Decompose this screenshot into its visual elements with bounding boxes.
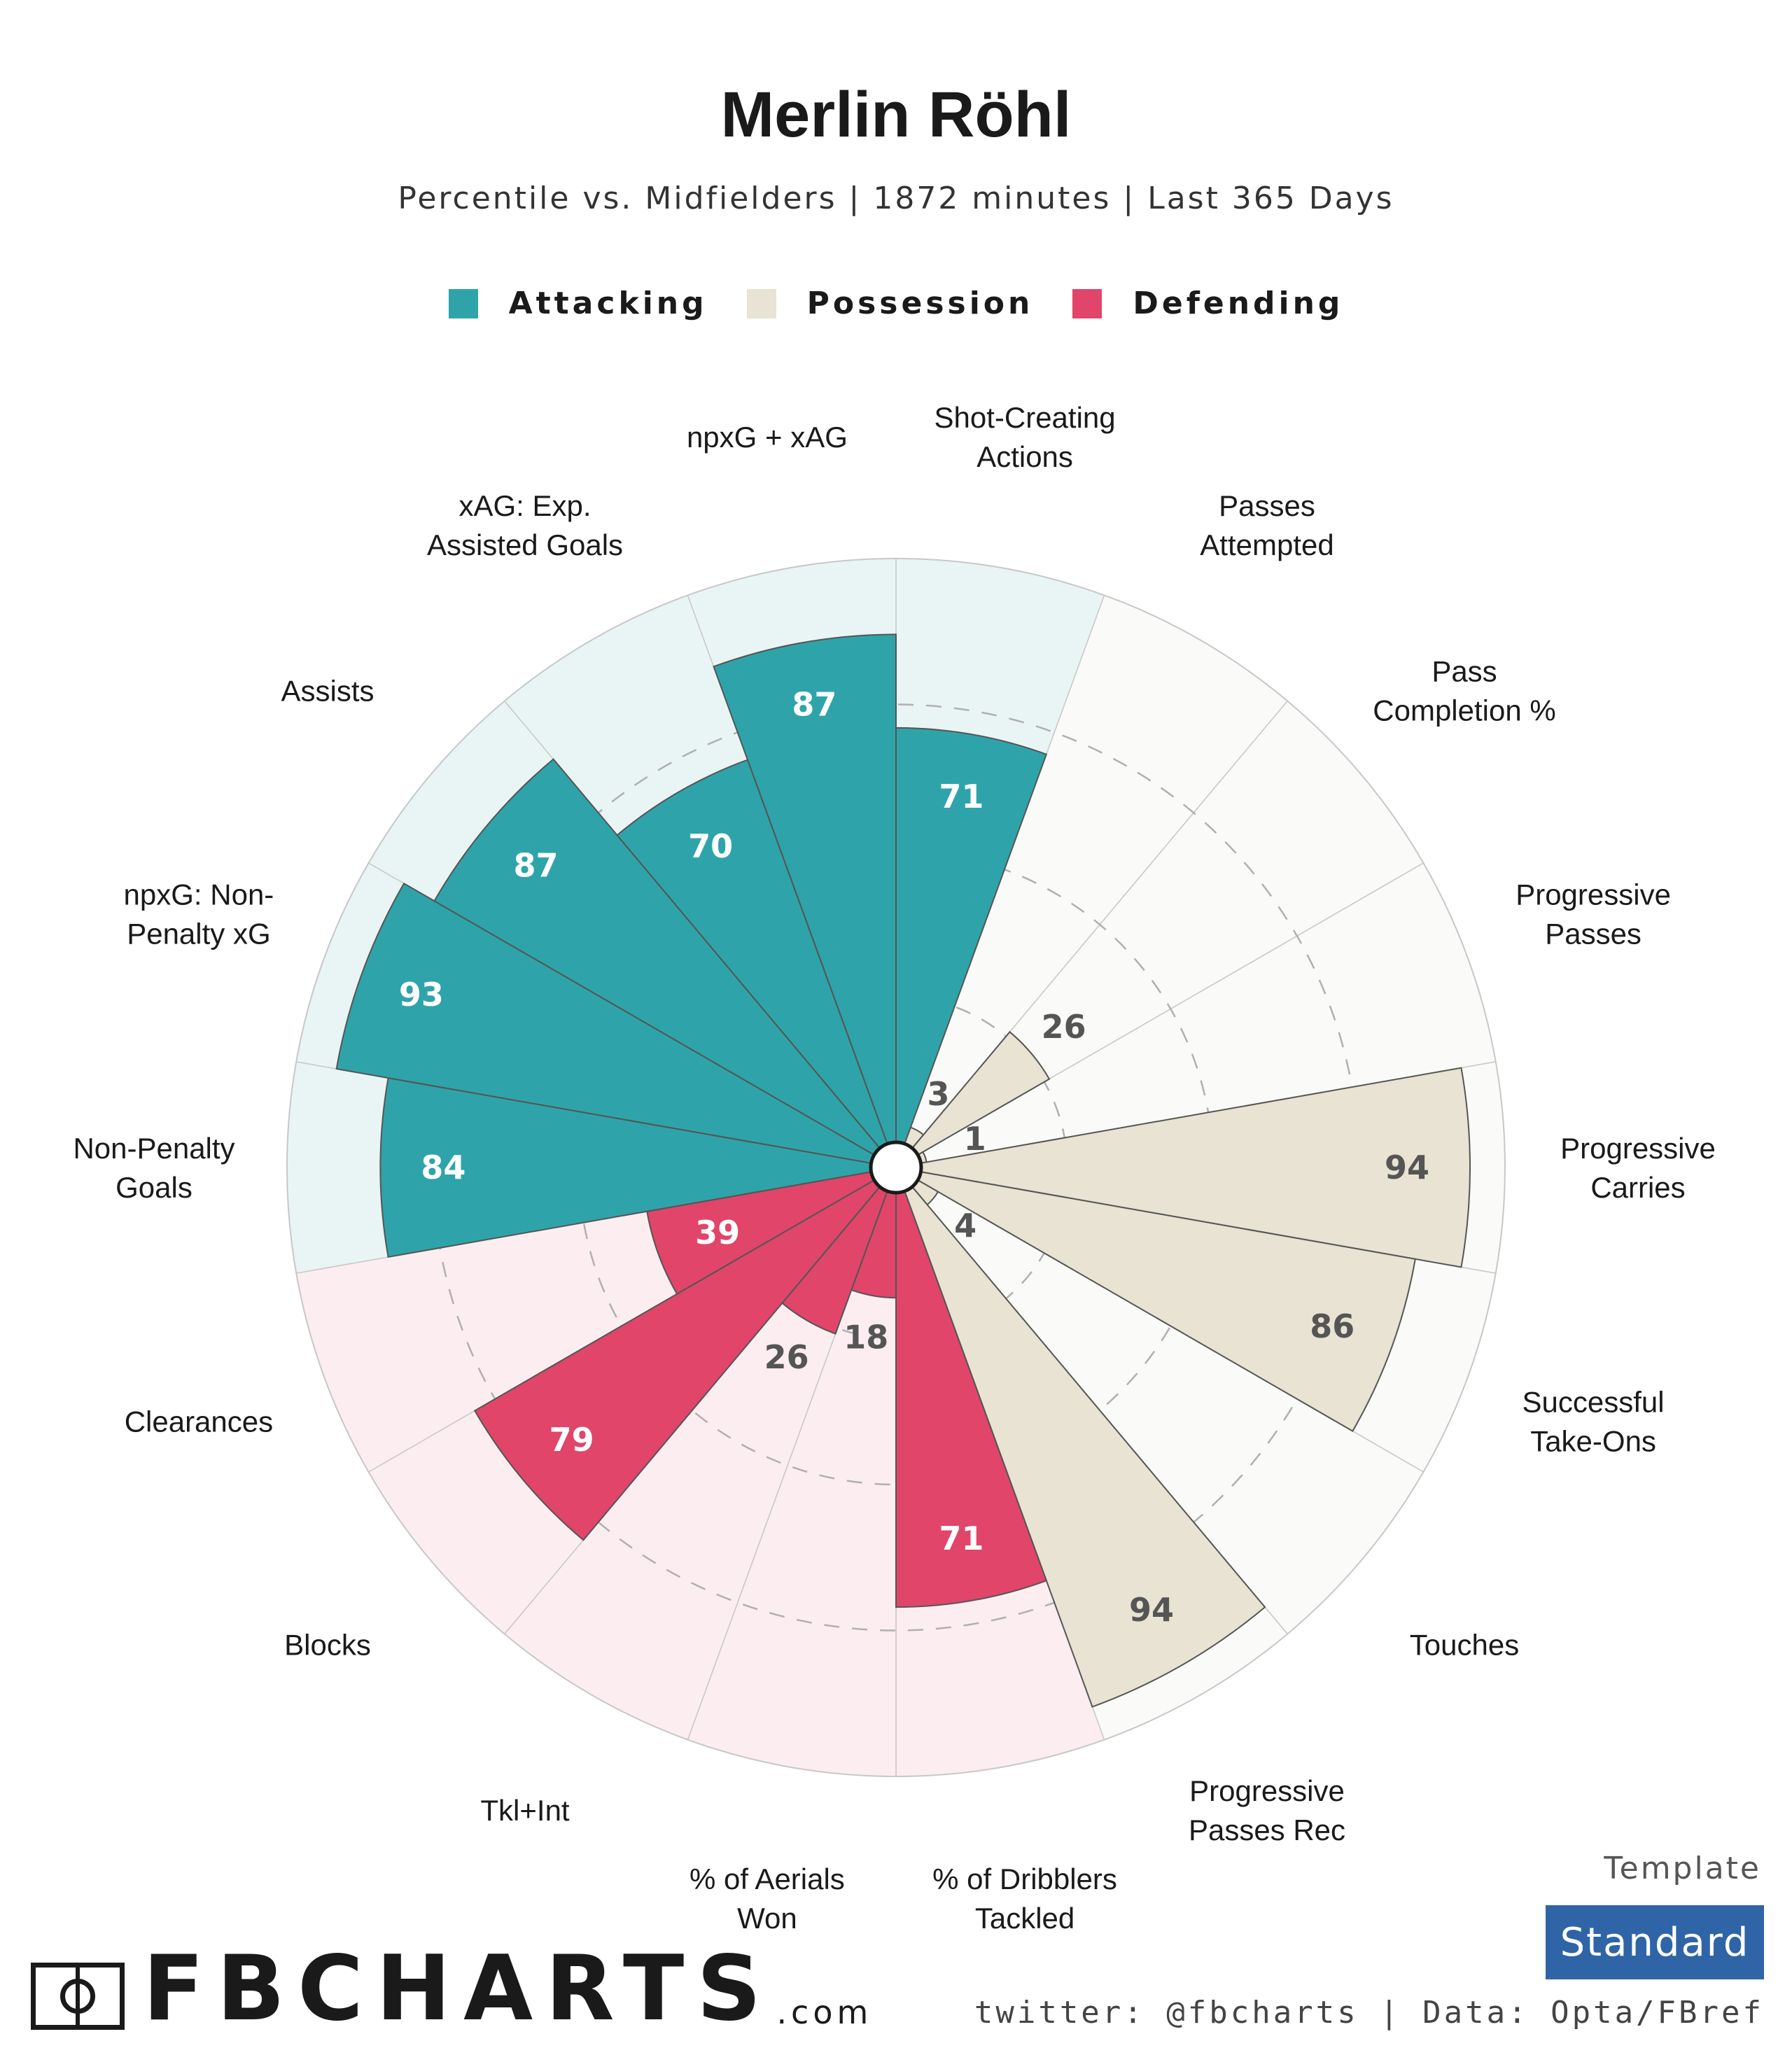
brand-name: FBCHARTS xyxy=(143,1937,774,2041)
category-label-line: Successful xyxy=(1522,1385,1665,1418)
template-label: Template xyxy=(1604,1851,1761,1886)
value-label: 79 xyxy=(550,1421,594,1459)
category-label-line: xAG: Exp. xyxy=(458,489,591,522)
data-credit: twitter: @fbcharts | Data: Opta/FBref xyxy=(974,1995,1764,2031)
category-label: Progressive Carries xyxy=(1560,1132,1716,1204)
category-label-line: Actions xyxy=(976,440,1073,473)
value-label: 18 xyxy=(844,1318,888,1356)
category-label-line: Completion % xyxy=(1373,694,1555,727)
category-label-line: Tackled xyxy=(975,1901,1074,1934)
template-badge: Standard xyxy=(1546,1905,1764,1979)
brand-logo: FBCHARTS .com xyxy=(31,1944,872,2034)
value-label: 86 xyxy=(1310,1307,1354,1345)
category-label-line: Penalty xG xyxy=(127,917,270,950)
value-label: 4 xyxy=(954,1207,976,1244)
chart-title: Merlin Röhl xyxy=(720,79,1072,150)
value-label: 26 xyxy=(1042,1008,1086,1046)
pitch-icon xyxy=(31,1963,125,2030)
legend-label-possession: Possession xyxy=(806,286,1034,321)
value-label: 94 xyxy=(1129,1591,1174,1629)
category-label-line: Carries xyxy=(1590,1171,1685,1204)
category-label-line: Non-Penalty xyxy=(73,1132,234,1165)
chart-subtitle: Percentile vs. Midfielders | 1872 minute… xyxy=(398,181,1394,216)
value-label: 87 xyxy=(514,846,559,884)
category-label: Tkl+Int xyxy=(480,1793,570,1826)
category-label: npxG: Non- Penalty xG xyxy=(124,878,274,950)
value-label: 71 xyxy=(939,778,983,815)
value-label: 70 xyxy=(688,827,733,865)
category-label-line: Blocks xyxy=(284,1628,371,1661)
bars xyxy=(335,633,1471,1708)
value-label: 71 xyxy=(939,1520,983,1557)
category-label-line: Progressive xyxy=(1189,1774,1345,1807)
category-label-line: Take-Ons xyxy=(1530,1424,1656,1457)
category-label-line: Won xyxy=(737,1901,797,1934)
category-label-line: Passes xyxy=(1545,917,1642,950)
category-label-line: Touches xyxy=(1410,1628,1519,1661)
value-label: 26 xyxy=(764,1338,809,1376)
category-label-line: Passes Rec xyxy=(1189,1813,1345,1846)
outer-ring xyxy=(286,558,1506,1777)
category-label-line: Progressive xyxy=(1560,1132,1716,1165)
category-label-line: % of Dribblers xyxy=(932,1862,1117,1895)
category-label-line: Assisted Goals xyxy=(427,528,623,561)
category-label-line: Progressive xyxy=(1516,878,1671,911)
category-label: Passes Attempted xyxy=(1200,489,1334,561)
legend-item-possession: Possession xyxy=(746,286,1034,321)
center-circle xyxy=(869,1140,923,1195)
category-label-line: Passes xyxy=(1219,489,1315,522)
category-label: % of Aerials Won xyxy=(690,1862,845,1934)
category-label: Clearances xyxy=(125,1405,273,1438)
category-label-line: Goals xyxy=(115,1171,192,1204)
category-label-line: Assists xyxy=(281,674,374,707)
legend-label-attacking: Attacking xyxy=(508,286,708,321)
category-label: Progressive Passes xyxy=(1516,878,1671,950)
category-label: Shot-Creating Actions xyxy=(934,401,1115,473)
category-label-line: Pass xyxy=(1432,654,1497,687)
legend-swatch-attacking xyxy=(448,288,478,318)
category-label: Blocks xyxy=(284,1628,371,1661)
legend: Attacking Possession Defending xyxy=(0,286,1792,321)
category-label: Touches xyxy=(1410,1628,1519,1661)
category-labels: Shot-Creating Actions Passes Attempted Pass C… xyxy=(73,401,1715,1935)
value-label: 39 xyxy=(695,1214,740,1251)
category-label: xAG: Exp. Assisted Goals xyxy=(427,489,623,561)
legend-swatch-defending xyxy=(1072,288,1102,318)
value-label: 94 xyxy=(1385,1149,1429,1186)
category-label-line: Tkl+Int xyxy=(480,1793,570,1826)
legend-label-defending: Defending xyxy=(1133,286,1344,321)
legend-item-defending: Defending xyxy=(1072,286,1343,321)
value-label: 87 xyxy=(792,686,836,724)
value-label: 84 xyxy=(421,1149,465,1186)
category-label-line: npxG: Non- xyxy=(124,878,274,911)
brand-suffix: .com xyxy=(776,1993,873,2031)
value-label: 93 xyxy=(399,976,444,1014)
category-label: Pass Completion % xyxy=(1373,654,1555,727)
value-label: 1 xyxy=(964,1120,986,1158)
category-label: Successful Take-Ons xyxy=(1522,1385,1665,1457)
category-label-line: % of Aerials xyxy=(690,1862,845,1895)
category-label: Assists xyxy=(281,674,374,707)
value-labels: 71 3 26 1 94 86 4 94 71 18 26 79 39 84 93 87 70 87 xyxy=(399,686,1429,1629)
value-label: 3 xyxy=(927,1075,950,1113)
legend-item-attacking: Attacking xyxy=(448,286,708,321)
category-label-line: Shot-Creating xyxy=(934,401,1115,434)
category-label: Non-Penalty Goals xyxy=(73,1132,234,1204)
category-label-line: Attempted xyxy=(1200,528,1334,561)
category-label-line: Clearances xyxy=(125,1405,273,1438)
legend-swatch-possession xyxy=(746,288,776,318)
category-label: Progressive Passes Rec xyxy=(1189,1774,1345,1846)
category-label-line: npxG + xAG xyxy=(687,421,848,454)
category-label: % of Dribblers Tackled xyxy=(932,1862,1117,1934)
category-label: npxG + xAG xyxy=(687,421,848,454)
